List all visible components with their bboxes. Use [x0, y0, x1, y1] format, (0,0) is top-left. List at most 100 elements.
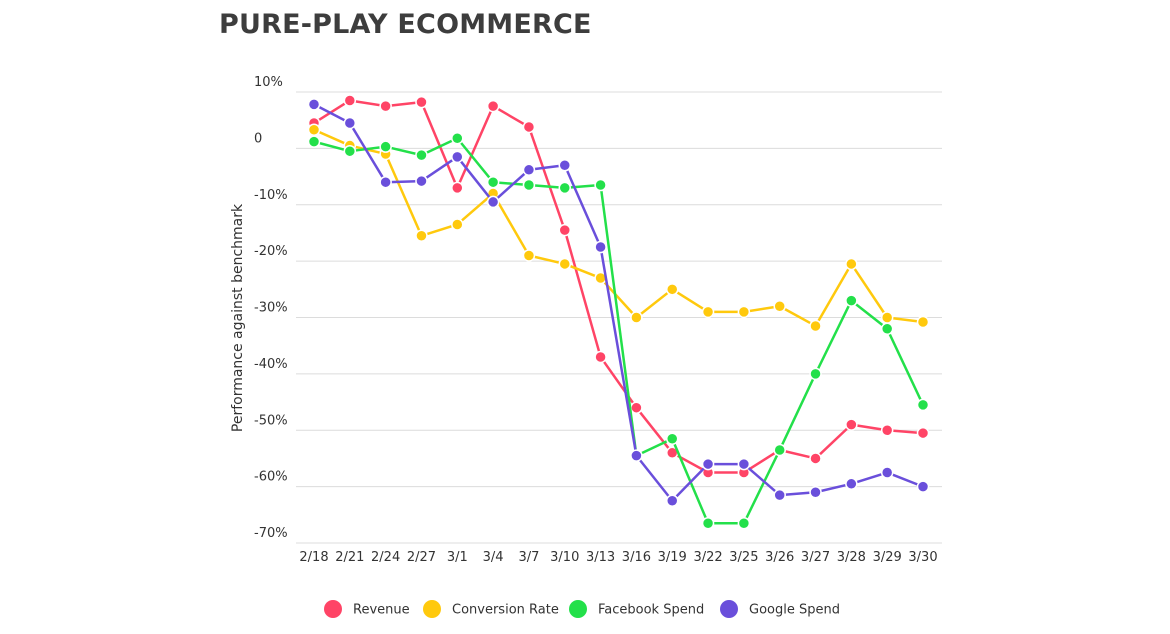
y-axis-title: Performance against benchmark: [230, 203, 246, 432]
x-tick-label: 3/7: [518, 550, 539, 565]
data-point[interactable]: [737, 305, 751, 319]
data-point[interactable]: [522, 249, 536, 262]
data-point[interactable]: [809, 452, 822, 465]
data-point[interactable]: [809, 367, 822, 381]
x-tick-label: 3/16: [622, 550, 651, 565]
data-point[interactable]: [665, 283, 679, 296]
legend-item[interactable]: Revenue: [324, 600, 410, 618]
data-point[interactable]: [415, 148, 428, 162]
x-tick-label: 3/29: [873, 550, 902, 565]
data-point[interactable]: [809, 486, 822, 499]
data-point[interactable]: [701, 517, 715, 530]
data-point[interactable]: [845, 418, 858, 431]
data-point[interactable]: [880, 322, 894, 336]
data-point[interactable]: [522, 163, 536, 177]
y-tick-label: -50%: [254, 413, 288, 428]
data-point[interactable]: [558, 159, 572, 172]
data-point[interactable]: [486, 99, 500, 113]
x-tick-label: 3/26: [765, 550, 794, 565]
data-point[interactable]: [307, 98, 321, 111]
data-point[interactable]: [880, 424, 894, 437]
data-point[interactable]: [415, 229, 428, 243]
data-point[interactable]: [916, 480, 930, 493]
y-tick-label: -60%: [254, 470, 288, 485]
data-point[interactable]: [880, 311, 894, 324]
data-point[interactable]: [451, 218, 464, 231]
x-tick-label: 2/18: [299, 550, 328, 565]
data-point[interactable]: [558, 181, 572, 195]
data-point[interactable]: [916, 315, 930, 329]
legend-label: Revenue: [353, 603, 410, 618]
grid-lines: [296, 91, 942, 544]
data-point[interactable]: [701, 457, 715, 471]
data-point[interactable]: [880, 466, 894, 479]
x-tick-label: 2/24: [371, 550, 400, 565]
y-tick-label: -30%: [254, 301, 288, 316]
data-point[interactable]: [665, 494, 679, 507]
data-point[interactable]: [594, 350, 607, 364]
x-tick-label: 3/19: [658, 550, 687, 565]
data-point[interactable]: [486, 175, 500, 189]
data-point[interactable]: [630, 401, 643, 414]
y-tick-label: 10%: [254, 75, 283, 90]
data-point[interactable]: [630, 311, 643, 324]
legend-item[interactable]: Facebook Spend: [569, 600, 704, 618]
x-tick-label: 3/25: [729, 550, 758, 565]
x-tick-label: 3/28: [837, 550, 866, 565]
data-point[interactable]: [379, 140, 392, 153]
legend-item[interactable]: Conversion Rate: [423, 600, 559, 618]
x-tick-label: 3/4: [483, 550, 504, 565]
data-point[interactable]: [415, 95, 428, 109]
data-point[interactable]: [451, 181, 464, 195]
legend-marker: [324, 600, 342, 618]
data-point[interactable]: [665, 432, 679, 445]
series-line: [313, 103, 924, 502]
data-point[interactable]: [845, 294, 858, 307]
data-point[interactable]: [307, 135, 321, 148]
data-point[interactable]: [594, 178, 607, 192]
data-point[interactable]: [558, 223, 572, 237]
legend-item[interactable]: Google Spend: [720, 600, 840, 618]
x-axis-ticks: 2/18 2/21 2/24 2/27 3/1 3/4 3/7 3/10 3/13 3/16 3/1…: [299, 550, 937, 565]
y-tick-label: -40%: [254, 357, 288, 372]
data-point[interactable]: [486, 195, 500, 209]
data-point[interactable]: [630, 449, 643, 462]
data-point[interactable]: [773, 488, 786, 502]
data-point[interactable]: [845, 257, 858, 271]
x-tick-label: 3/13: [586, 550, 615, 565]
data-point[interactable]: [379, 175, 392, 189]
data-point[interactable]: [558, 257, 572, 271]
data-point[interactable]: [343, 116, 357, 130]
data-point[interactable]: [916, 398, 930, 412]
series-line: [313, 128, 924, 328]
legend-marker: [423, 600, 441, 618]
y-tick-label: 0: [254, 131, 262, 146]
data-point[interactable]: [773, 443, 786, 457]
data-point[interactable]: [916, 426, 930, 440]
data-point[interactable]: [809, 319, 822, 333]
data-point[interactable]: [737, 517, 751, 530]
data-point[interactable]: [343, 94, 357, 107]
data-point[interactable]: [415, 174, 428, 188]
series-line: [313, 99, 924, 474]
data-point[interactable]: [701, 305, 715, 319]
data-point[interactable]: [451, 150, 464, 164]
data-point[interactable]: [379, 99, 392, 113]
data-point[interactable]: [343, 144, 357, 158]
data-point[interactable]: [307, 123, 321, 137]
y-tick-label: -20%: [254, 244, 288, 259]
data-point[interactable]: [737, 457, 751, 471]
data-point[interactable]: [773, 299, 786, 313]
legend: Revenue Conversion Rate Facebook Spend Goog…: [324, 600, 840, 618]
legend-marker: [569, 600, 587, 618]
data-point[interactable]: [451, 131, 464, 145]
data-point[interactable]: [594, 240, 607, 254]
data-point[interactable]: [522, 120, 536, 134]
data-point[interactable]: [845, 477, 858, 491]
y-tick-label: -70%: [254, 526, 288, 541]
series-facebook-spend: [307, 131, 930, 530]
data-point[interactable]: [522, 178, 536, 192]
x-tick-label: 3/27: [801, 550, 830, 565]
y-axis-ticks: 10% 0 -10% -20% -30% -40% -50% -60% -70%: [254, 75, 288, 541]
